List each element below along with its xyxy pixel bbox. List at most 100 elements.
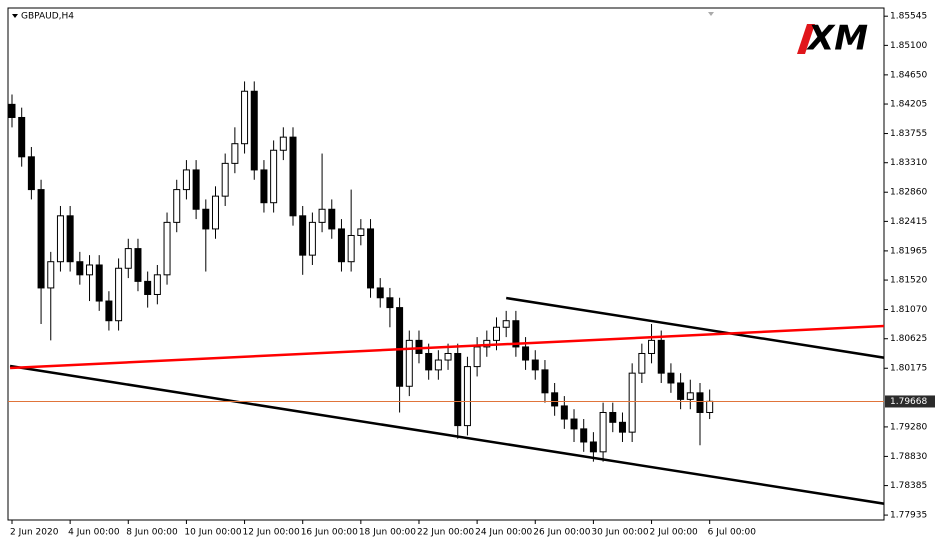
candle-body xyxy=(308,221,316,256)
x-tick-label: 6 Jul 00:00 xyxy=(708,528,757,538)
y-tick-label: 1.80625 xyxy=(890,334,927,344)
y-tick-label: 1.78385 xyxy=(890,481,927,491)
y-tick-label: 1.81520 xyxy=(890,276,927,286)
candle-body xyxy=(76,261,84,276)
y-tick-label: 1.84205 xyxy=(890,100,927,110)
candle-body xyxy=(173,189,181,223)
candle-body xyxy=(134,248,142,282)
x-tick-label: 4 Jun 00:00 xyxy=(68,528,120,538)
plot-area xyxy=(8,81,884,505)
logo: XM xyxy=(806,19,868,59)
candle-body xyxy=(667,372,675,384)
menu-arrow[interactable] xyxy=(12,14,18,18)
candle-body xyxy=(337,228,345,263)
y-tick-label: 1.85545 xyxy=(890,12,927,22)
candle-body xyxy=(512,320,520,348)
candle-body xyxy=(657,339,665,374)
candle-body xyxy=(696,392,704,413)
candle-body xyxy=(686,392,694,400)
candle-body xyxy=(27,156,35,191)
candle-body xyxy=(463,366,471,427)
x-tick-label: 12 Jun 00:00 xyxy=(243,528,300,538)
candle-body xyxy=(376,287,384,299)
candle-body xyxy=(551,392,559,407)
candle-body xyxy=(260,169,268,204)
y-tick-label: 1.81070 xyxy=(890,305,927,315)
candle-body xyxy=(192,169,200,210)
candle-body xyxy=(182,169,190,191)
candle-body xyxy=(522,346,530,361)
x-tick-label: 30 Jun 00:00 xyxy=(591,528,648,538)
candle-body xyxy=(250,90,258,171)
x-tick-label: 8 Jun 00:00 xyxy=(126,528,178,538)
y-tick-label: 1.80175 xyxy=(890,364,927,374)
candle-body xyxy=(357,228,365,236)
candle-body xyxy=(454,352,462,427)
candle-body xyxy=(425,352,433,371)
x-tick-label: 2 Jun 2020 xyxy=(10,528,59,538)
candle-body xyxy=(202,208,210,230)
candle-body xyxy=(241,90,249,145)
candle-body xyxy=(638,352,646,374)
candle-body xyxy=(105,300,113,322)
candle-body xyxy=(434,359,442,371)
candle-body xyxy=(47,261,55,289)
x-tick-label: 16 Jun 00:00 xyxy=(301,528,358,538)
candle-body xyxy=(648,339,656,354)
candle-body xyxy=(580,428,588,443)
candle-body xyxy=(144,280,152,295)
y-tick-label: 1.82860 xyxy=(890,188,927,198)
candle-body xyxy=(124,248,132,269)
candle-body xyxy=(56,215,64,263)
candle-body xyxy=(66,215,74,263)
candle-body xyxy=(589,441,597,453)
x-tick-label: 2 Jul 00:00 xyxy=(650,528,699,538)
y-tick-label: 1.78830 xyxy=(890,452,927,462)
shift-marker xyxy=(708,12,714,16)
candle-body xyxy=(299,215,307,256)
x-tick-label: 22 Jun 00:00 xyxy=(417,528,474,538)
logo-slash xyxy=(797,24,815,54)
candle-body xyxy=(483,339,491,348)
y-tick-label: 1.83755 xyxy=(890,129,927,139)
candle-body xyxy=(493,326,500,341)
current-price-label: 1.79668 xyxy=(890,397,927,407)
candle-body xyxy=(677,382,685,400)
chart-title: GBPAUD,H4 xyxy=(21,12,74,22)
trendline xyxy=(9,364,884,505)
candle-body xyxy=(115,267,123,322)
candle-body xyxy=(289,136,297,217)
candle-body xyxy=(153,274,161,295)
candle-body xyxy=(211,195,219,230)
y-tick-label: 1.81965 xyxy=(890,246,927,256)
candle-body xyxy=(8,103,16,118)
candle-body xyxy=(367,228,375,289)
candle-body xyxy=(18,116,26,158)
candle-body xyxy=(37,189,45,289)
candle-body xyxy=(531,359,539,371)
y-tick-label: 1.79280 xyxy=(890,422,927,432)
candle-body xyxy=(221,162,229,197)
x-tick-label: 24 Jun 00:00 xyxy=(475,528,532,538)
candle-body xyxy=(599,411,607,453)
x-tick-label: 18 Jun 00:00 xyxy=(359,528,416,538)
candle-body xyxy=(609,411,617,423)
candle-body xyxy=(347,234,355,263)
candle-body xyxy=(415,339,423,354)
candle-body xyxy=(163,221,171,276)
current-price-box xyxy=(885,395,935,408)
candle-body xyxy=(231,143,239,164)
candle-body xyxy=(396,307,404,387)
y-tick-label: 1.82415 xyxy=(890,217,927,227)
candle-body xyxy=(405,339,413,387)
candle-body xyxy=(318,208,326,223)
y-tick-label: 1.85100 xyxy=(890,41,927,51)
candle-body xyxy=(560,405,568,420)
y-tick-label: 1.84650 xyxy=(890,70,927,80)
candle-body xyxy=(270,149,278,204)
candle-body xyxy=(570,418,578,430)
candle-body xyxy=(541,369,549,394)
x-tick-label: 26 Jun 00:00 xyxy=(533,528,590,538)
candle-body xyxy=(328,208,336,230)
